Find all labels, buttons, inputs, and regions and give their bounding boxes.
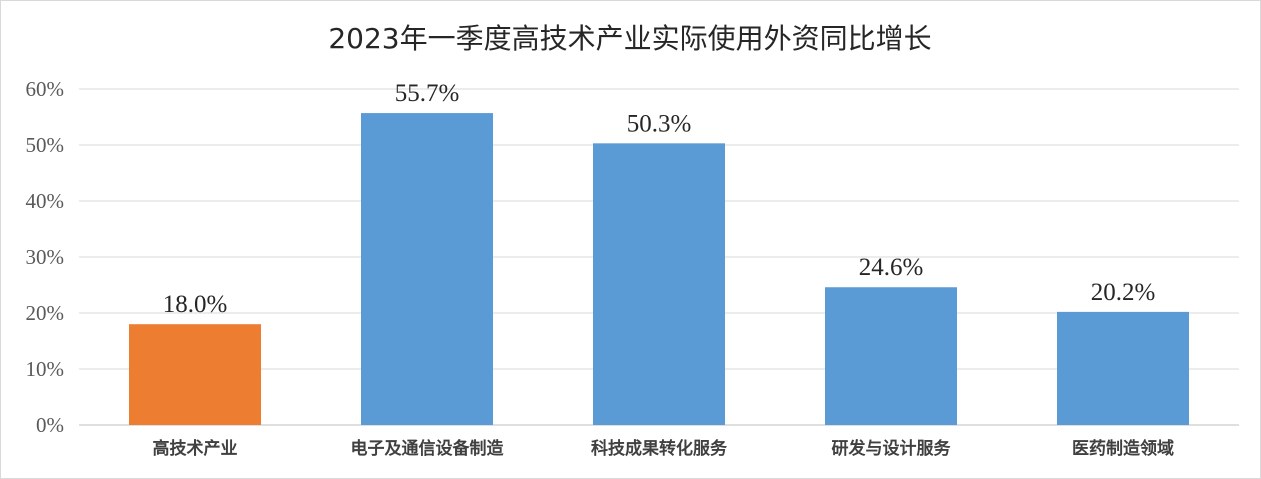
- x-tick-label: 高技术产业: [153, 438, 238, 459]
- x-tick-label: 科技成果转化服务: [591, 438, 728, 459]
- y-tick-label: 60%: [26, 77, 65, 101]
- y-tick-label: 20%: [26, 301, 65, 325]
- bars: [129, 113, 1189, 425]
- bar: [361, 113, 493, 425]
- y-tick-label: 40%: [26, 189, 65, 213]
- data-label: 50.3%: [627, 110, 692, 137]
- x-tick-label: 研发与设计服务: [832, 438, 952, 459]
- x-tick-label: 医药制造领域: [1072, 438, 1174, 459]
- y-tick-label: 30%: [26, 245, 65, 269]
- bar: [593, 143, 725, 425]
- data-label: 18.0%: [163, 291, 228, 318]
- chart-title: 2023年一季度高技术产业实际使用外资同比增长: [328, 22, 931, 55]
- y-tick-label: 50%: [26, 133, 65, 157]
- data-label: 55.7%: [395, 80, 460, 107]
- data-label: 24.6%: [859, 254, 924, 281]
- bar: [1057, 311, 1189, 425]
- bar: [129, 324, 261, 425]
- y-tick-label: 10%: [26, 357, 65, 381]
- data-labels: 18.0% 55.7% 50.3% 24.6% 20.2%: [163, 80, 1156, 318]
- bar: [825, 287, 957, 425]
- y-tick-label: 0%: [36, 413, 64, 437]
- x-axis-ticks: 高技术产业 电子及通信设备制造 科技成果转化服务 研发与设计服务 医药制造领域: [153, 438, 1175, 459]
- x-tick-label: 电子及通信设备制造: [351, 438, 505, 459]
- y-axis-ticks: 0% 10% 20% 30% 40% 50% 60%: [26, 77, 65, 437]
- data-label: 20.2%: [1091, 279, 1156, 306]
